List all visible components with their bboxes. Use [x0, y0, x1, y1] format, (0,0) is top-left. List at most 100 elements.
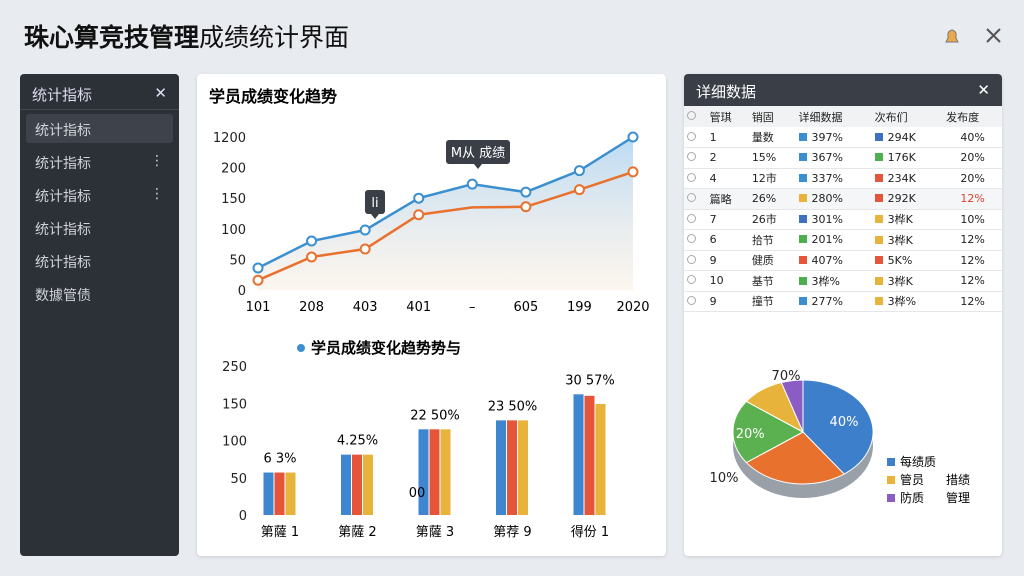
y-tick-label: 150	[221, 192, 246, 207]
group-label: 22 50%	[410, 408, 460, 423]
table-cell: 277%	[795, 291, 872, 312]
table-cell: 基节	[748, 270, 796, 292]
cell-text: 292K	[887, 192, 916, 206]
table-cell: 176K	[871, 147, 944, 169]
table-row[interactable]: 1 量数 397% 294K 40%	[684, 127, 1002, 148]
point	[520, 186, 532, 198]
swatch	[798, 276, 807, 285]
table-cell: 12%	[943, 188, 1002, 210]
x-tick-label: 2020	[616, 300, 649, 315]
swatch	[874, 235, 883, 244]
header-cell: 管琪	[706, 106, 749, 127]
cell-text: 健质	[751, 254, 774, 268]
table-cell: 26%	[748, 188, 796, 210]
bar	[573, 394, 584, 515]
table-cell: 2	[706, 147, 749, 169]
sidebar-item[interactable]: 统计指标 ⋮	[35, 186, 164, 205]
sidebar-item[interactable]: 统计指标	[35, 222, 91, 238]
table-row[interactable]: 10 基节 3桦% 3桦K 12%	[684, 270, 1002, 292]
window-controls[interactable]	[940, 24, 1010, 48]
cell-text: 337%	[811, 171, 843, 185]
bar	[595, 403, 606, 515]
cell-text: 12%	[960, 294, 985, 308]
bar	[584, 395, 595, 515]
cell-text: 10	[709, 274, 724, 288]
swatch	[874, 153, 883, 162]
radio	[684, 147, 707, 169]
y-tick-label: 100	[222, 435, 247, 450]
close-button[interactable]: ✕	[154, 84, 167, 102]
table-row[interactable]: 4 12市 337% 234K 20%	[684, 168, 1002, 189]
table-row[interactable]: 7 26市 301% 3桦K 10%	[684, 209, 1002, 230]
table-cell: 拾节	[748, 229, 796, 251]
table-row[interactable]: 2 15% 367% 176K 20%	[684, 147, 1002, 169]
swatch	[874, 255, 883, 264]
cell-text: 3桦%	[811, 274, 840, 288]
sidebar-item[interactable]: 统计指标 ⋮	[35, 153, 164, 172]
point	[413, 209, 425, 221]
cell-text: 12%	[960, 192, 985, 206]
y-tick-label: 100	[221, 223, 246, 238]
bell-icon[interactable]	[945, 29, 959, 43]
table-row[interactable]: 9 健质 407% 5K% 12%	[684, 250, 1002, 271]
y-tick-label: 250	[222, 360, 247, 375]
pie-label: 70%	[772, 369, 801, 384]
table-cell: 12%	[943, 229, 1002, 251]
table-cell: 5K%	[871, 250, 944, 271]
table-cell: 7	[706, 209, 749, 230]
table-cell: 3桦K	[871, 209, 944, 230]
radio	[684, 188, 707, 210]
close-icon[interactable]	[986, 28, 1001, 43]
table-cell: 9	[706, 250, 749, 271]
cell-text: 基节	[751, 274, 774, 288]
point	[627, 131, 639, 143]
cell-text: 12%	[960, 274, 985, 288]
sidebar-item[interactable]: 数據管债	[35, 288, 91, 304]
table-row[interactable]: 6 拾节 201% 3桦K 12%	[684, 229, 1002, 251]
swatch	[798, 235, 807, 244]
details-table: 管琪 销固 详细数据 次布们 发布度 1 量数 397% 294K 40% 2 15% 367% 176K…	[684, 106, 1002, 312]
sidebar-item[interactable]: 统计指标	[35, 255, 91, 271]
x-tick-label: 第薩 3	[416, 525, 454, 540]
pie-slice	[802, 379, 874, 475]
app-title: 珠心算竞技管理成绩统计界面	[24, 18, 349, 54]
x-tick-label: 401	[406, 300, 431, 315]
sidebar-item[interactable]: 统计指标	[26, 114, 173, 143]
x-tick-label: 403	[353, 300, 378, 315]
pie-slice	[780, 379, 804, 433]
cell-text: 拾节	[751, 233, 774, 247]
close-button[interactable]: ✕	[977, 81, 990, 99]
header-cell: 发布度	[943, 106, 1002, 127]
legend-label: 措绩	[946, 473, 970, 487]
table-cell: 294K	[871, 127, 944, 148]
menu-dots[interactable]: ⋮	[150, 186, 164, 202]
table-cell: 337%	[795, 168, 872, 189]
cell-text: 26%	[751, 192, 777, 206]
cell-text: 5K%	[887, 253, 913, 267]
tooltip-arrow	[474, 164, 482, 169]
cell-text: 撞节	[751, 295, 774, 309]
cell-text: 12%	[960, 253, 985, 267]
x-tick-label: 208	[299, 300, 324, 315]
table-cell: 3桦K	[871, 229, 944, 251]
x-tick-label: 605	[513, 300, 538, 315]
chart-card: 学员成绩变化趋势 0 50 100 150 200 1200 101 208 403 401 – 605…	[197, 74, 666, 556]
y-tick-label: 1200	[213, 131, 246, 146]
sidebar-title: 统计指标	[32, 86, 93, 104]
swatch	[874, 215, 883, 224]
table-row[interactable]: 篇略 26% 280% 292K 12%	[684, 188, 1002, 210]
cell-text: 篇略	[709, 192, 732, 206]
radio	[684, 127, 707, 148]
bar	[507, 420, 517, 515]
legend-swatch	[887, 476, 895, 484]
swatch	[798, 153, 807, 162]
title-bold: 珠心算竞技管理	[24, 23, 200, 52]
menu-dots[interactable]: ⋮	[150, 153, 164, 169]
table-row[interactable]: 9 撞节 277% 3桦% 12%	[684, 291, 1002, 312]
bar	[440, 429, 451, 515]
details-title: 详细数据	[696, 83, 757, 101]
tooltip	[446, 140, 510, 164]
table-cell: 292K	[871, 188, 944, 210]
tooltip-arrow	[371, 214, 379, 219]
tooltip	[365, 190, 385, 214]
